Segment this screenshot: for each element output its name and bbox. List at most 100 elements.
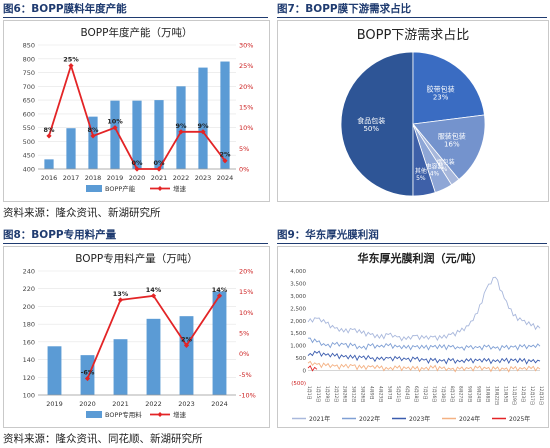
fig6-right-tick-label: 15% (239, 104, 253, 112)
fig9-x-tick-label: 1月15日 (315, 386, 321, 402)
fig8-bar (113, 339, 128, 395)
pie-label-3: 香烟包装 (431, 158, 455, 166)
pie-label-0: 食品包装 (357, 116, 385, 125)
fig6-growth-point (200, 129, 206, 135)
pie-label-4: 电容器 (425, 163, 443, 171)
fig8-left-tick-label: 240 (23, 268, 35, 276)
fig6-bar (132, 100, 142, 169)
fig9-x-tick-label: 5月7日 (386, 386, 392, 400)
fig6-left-tick-label: 700 (23, 83, 35, 91)
pie-pct-4: 4% (430, 171, 440, 178)
fig8-left-tick-label: 140 (23, 356, 35, 364)
fig6-legend-bar-label: BOPP产能 (105, 184, 136, 193)
fig8-growth-label: 13% (113, 290, 129, 298)
fig9-y-tick-label: 1,500 (290, 331, 306, 337)
fig9-x-tick-label: 1月29日 (324, 386, 330, 402)
fig8-x-tick-label: 2021 (112, 400, 129, 408)
fig6-growth-label: 9% (197, 122, 209, 130)
fig9-legend-label: 2022年 (359, 415, 380, 423)
pie-pct-3: 2% (438, 166, 448, 173)
fig8-header: 图8：BOPP专用料产量 (3, 228, 268, 244)
fig8-right-tick-label: 20% (239, 268, 253, 276)
fig8-x-tick-label: 2020 (79, 400, 96, 408)
fig9-series-line (307, 350, 541, 365)
fig9-y-tick-label: 4,000 (290, 269, 306, 275)
fig9-x-tick-label: 8月13日 (449, 386, 455, 402)
fig6-legend-bar-swatch (86, 185, 102, 192)
fig8-right-tick-label: 10% (239, 309, 253, 317)
fig9-y-tick-label: 1,000 (290, 344, 306, 350)
fig8-left-tick-label: 120 (23, 374, 35, 382)
fig9-x-tick-label: 11月19日 (511, 386, 517, 405)
pie-pct-5: 5% (416, 175, 426, 182)
fig6-x-tick-label: 2017 (63, 174, 80, 182)
fig8-chart: BOPP专用料产量（万吨） 100 120 140 160 180 200 220 240 -10… (23, 252, 256, 419)
fig6-growth-label: 0% (153, 159, 165, 167)
fig8-x-tick-label: 2023 (178, 400, 195, 408)
fig9-series-line (307, 365, 318, 372)
fig6-growth-label: 0% (131, 159, 143, 167)
fig8-growth-label: -6% (81, 368, 95, 376)
fig9-series-line (307, 360, 541, 373)
fig6-left-tick-label: 500 (23, 138, 35, 146)
fig9-legend-label: 2021年 (309, 415, 330, 423)
fig9-x-tick-label: 6月4日 (404, 386, 410, 400)
fig9-chart-box: 华东厚光膜利润（元/吨） (500) 0 500 1,000 1,500 2,000 2,50… (277, 246, 549, 428)
fig9-legend-label: 2025年 (509, 415, 530, 423)
fig9-header: 图9：华东厚光膜利润 (277, 228, 547, 244)
fig6-right-tick-label: 20% (239, 83, 253, 91)
pie-label-5: 其他 (415, 167, 427, 175)
pie-pct-1: 23% (433, 94, 449, 102)
fig8-bar (80, 355, 95, 395)
fig8-growth-label: 14% (146, 286, 162, 294)
fig9-x-tick-label: 9月24日 (476, 386, 482, 402)
fig6-legend-line-marker (157, 186, 163, 191)
fig6-right-tick-label: 25% (239, 62, 253, 70)
fig6-left-tick-label: 450 (23, 152, 35, 160)
pie-slice-2 (412, 114, 486, 181)
fig9-x-tick-label: 9月10日 (467, 386, 473, 402)
pie-slice-0 (340, 51, 414, 197)
fig8-x-tick-label: 2019 (46, 400, 63, 408)
fig8-legend-bar-swatch (86, 411, 102, 418)
fig9-x-tick-label: 4月23日 (377, 386, 383, 402)
fig9-x-tick-label: 1月1日 (306, 386, 312, 400)
fig9-y-tick-label: 2,000 (290, 319, 306, 325)
fig8-right-tick-label: -5% (239, 371, 252, 379)
fig6-right-tick-label: 10% (239, 124, 253, 132)
fig6-growth-point (156, 166, 162, 172)
fig6-header: 图6：BOPP膜料年度产能 (3, 2, 268, 18)
fig6-bar (220, 61, 230, 169)
fig6-left-tick-label: 750 (23, 69, 35, 77)
fig6-left-tick-label: 800 (23, 55, 35, 63)
fig6-growth-point (112, 125, 118, 131)
fig8-legend-line-marker (157, 412, 163, 417)
fig8-chart-box: BOPP专用料产量（万吨） 100 120 140 160 180 200 220 240 -10… (3, 246, 270, 428)
fig9-x-tick-label: 3月26日 (360, 386, 366, 402)
fig6-growth-label: 25% (63, 56, 79, 64)
fig6-bar (154, 100, 164, 169)
pie-pct-2: 16% (444, 140, 460, 148)
fig6-growth-label: 8% (87, 126, 99, 134)
fig6-right-tick-label: 30% (239, 42, 253, 50)
fig8-left-tick-label: 200 (23, 303, 35, 311)
fig9-x-tick-label: 5月21日 (395, 386, 401, 402)
fig9-title: 华东厚光膜利润（元/吨） (357, 251, 482, 265)
fig6-legend-line-label: 增速 (173, 184, 187, 193)
fig9-series-line (307, 276, 541, 342)
fig6-growth-point (46, 133, 52, 139)
fig6-bar (88, 116, 98, 169)
fig8-growth-point (117, 297, 124, 303)
fig8-left-tick-label: 100 (23, 392, 35, 400)
fig9-y-tick-label: 0 (303, 369, 307, 375)
fig9-x-tick-label: 7月16日 (431, 386, 437, 402)
fig9-y-tick-label: (500) (291, 381, 306, 387)
fig9-y-tick-label: 2,500 (290, 306, 306, 312)
fig6-x-tick-label: 2016 (41, 174, 58, 182)
fig8-right-tick-label: 0% (239, 350, 249, 358)
fig8-bar (47, 346, 62, 395)
pie-slice-1 (412, 51, 485, 125)
fig9-x-tick-label: 2月12日 (333, 386, 339, 402)
fig9-y-tick-label: 3,500 (290, 281, 306, 287)
